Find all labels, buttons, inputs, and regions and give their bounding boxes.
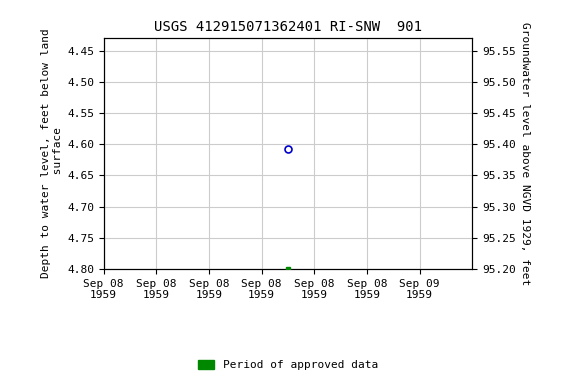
Y-axis label: Groundwater level above NGVD 1929, feet: Groundwater level above NGVD 1929, feet bbox=[520, 22, 530, 285]
Legend: Period of approved data: Period of approved data bbox=[193, 356, 383, 375]
Y-axis label: Depth to water level, feet below land
 surface: Depth to water level, feet below land su… bbox=[41, 29, 63, 278]
Title: USGS 412915071362401 RI-SNW  901: USGS 412915071362401 RI-SNW 901 bbox=[154, 20, 422, 35]
